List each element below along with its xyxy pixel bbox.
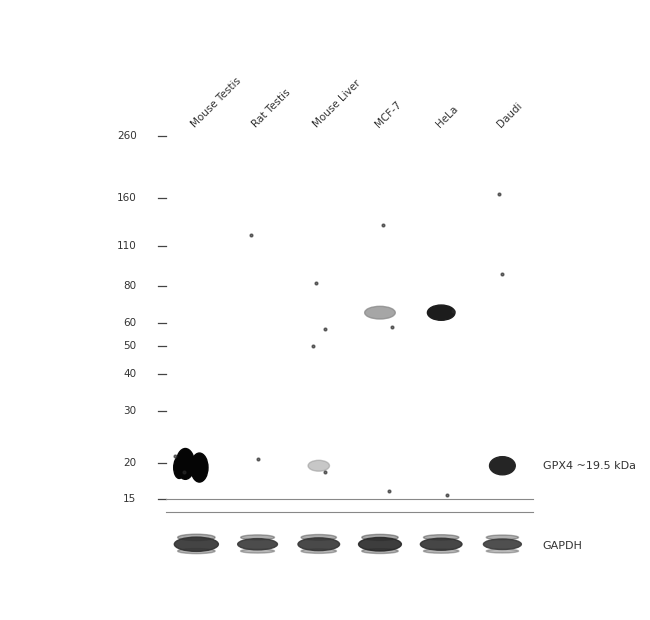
Ellipse shape [484, 539, 521, 549]
Ellipse shape [174, 457, 185, 479]
Text: MCF-7: MCF-7 [373, 99, 403, 129]
Text: 110: 110 [117, 241, 136, 250]
Ellipse shape [365, 306, 395, 319]
Ellipse shape [298, 538, 339, 551]
Text: GPX4 ~19.5 kDa: GPX4 ~19.5 kDa [543, 461, 636, 471]
Text: 30: 30 [124, 406, 136, 416]
Text: 160: 160 [117, 193, 136, 203]
Text: 80: 80 [124, 281, 136, 291]
Ellipse shape [362, 549, 398, 554]
Ellipse shape [486, 535, 519, 540]
Text: 15: 15 [124, 494, 136, 504]
Ellipse shape [486, 549, 519, 553]
Ellipse shape [301, 534, 337, 540]
Ellipse shape [308, 460, 330, 471]
Text: HeLa: HeLa [434, 104, 460, 129]
Text: Mouse Liver: Mouse Liver [312, 78, 363, 129]
Text: 50: 50 [124, 341, 136, 351]
Ellipse shape [428, 305, 455, 321]
Ellipse shape [424, 549, 459, 553]
Text: 20: 20 [124, 458, 136, 467]
Text: 260: 260 [117, 131, 136, 141]
Ellipse shape [176, 448, 194, 479]
Ellipse shape [174, 537, 218, 551]
Ellipse shape [240, 535, 274, 540]
Text: Mouse Testis: Mouse Testis [189, 75, 243, 129]
Ellipse shape [421, 538, 462, 550]
Text: 40: 40 [124, 370, 136, 379]
Text: GAPDH: GAPDH [543, 541, 582, 551]
Ellipse shape [301, 549, 337, 554]
Text: Rat Testis: Rat Testis [250, 87, 292, 129]
Ellipse shape [177, 534, 215, 541]
Ellipse shape [177, 549, 215, 554]
Ellipse shape [191, 453, 208, 482]
Ellipse shape [362, 534, 398, 541]
Ellipse shape [238, 539, 278, 550]
Text: 60: 60 [124, 318, 136, 328]
Ellipse shape [489, 457, 515, 475]
Ellipse shape [240, 549, 274, 553]
Ellipse shape [424, 534, 459, 540]
Ellipse shape [359, 538, 402, 551]
Text: Daudi: Daudi [495, 100, 524, 129]
